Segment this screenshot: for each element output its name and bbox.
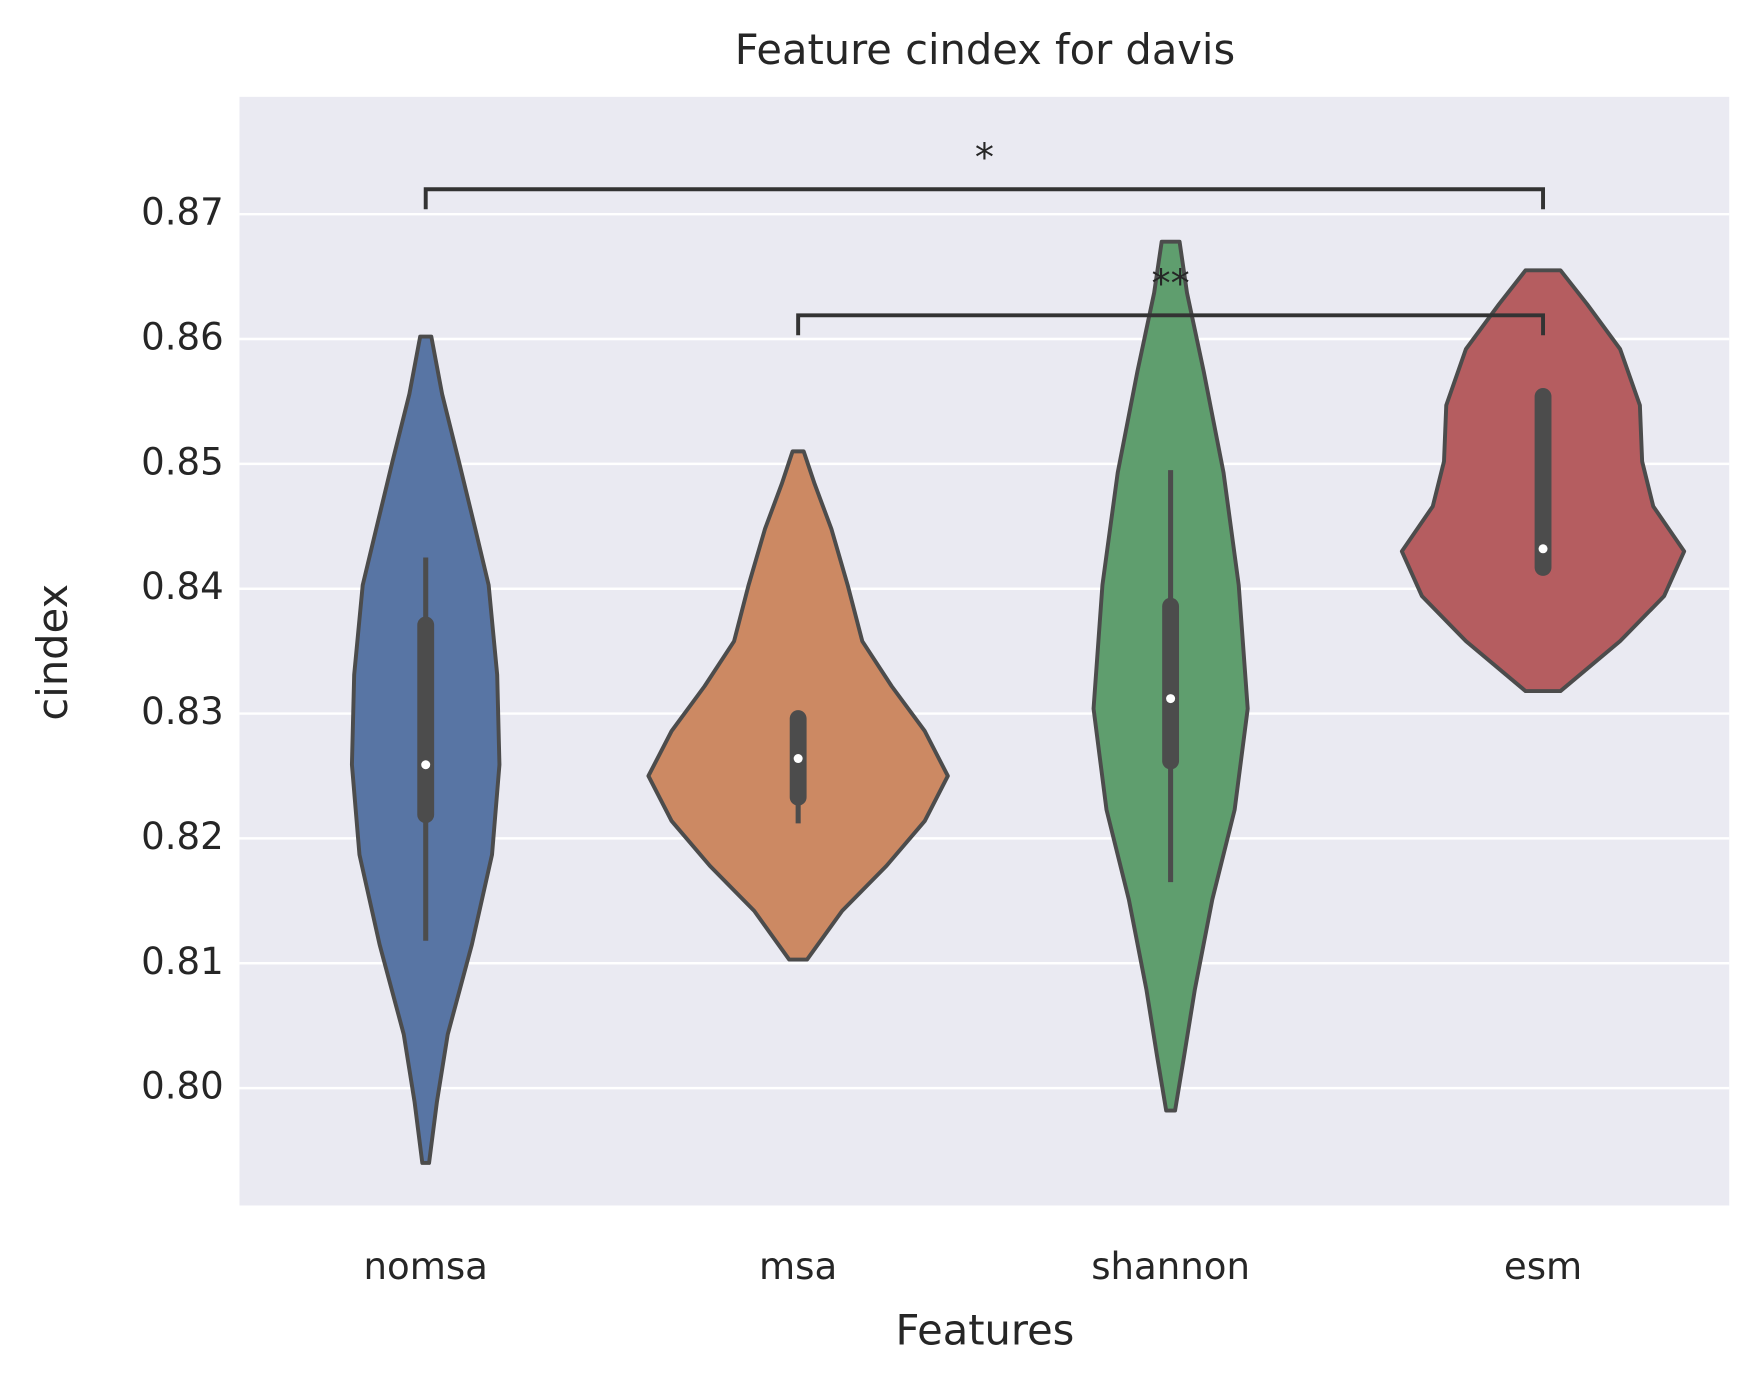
y-tick-label: 0.86 (141, 316, 224, 359)
y-axis-label: cindex (28, 584, 77, 721)
x-tick-label: nomsa (364, 1245, 488, 1288)
median (793, 754, 803, 764)
x-tick-label: msa (759, 1245, 837, 1288)
significance-label: ** (1151, 263, 1189, 307)
chart-title: Feature cindex for davis (735, 25, 1235, 74)
y-tick-label: 0.80 (141, 1065, 224, 1108)
y-tick-label: 0.82 (141, 815, 224, 858)
x-tick-label: esm (1504, 1245, 1582, 1288)
y-tick-label: 0.83 (141, 690, 224, 733)
median (421, 760, 431, 770)
median (1166, 694, 1176, 704)
violin-body (646, 449, 950, 962)
significance-bracket (796, 313, 1546, 336)
significance-bracket (423, 187, 1546, 210)
significance-label: * (975, 136, 994, 180)
y-tick-label: 0.81 (141, 940, 224, 983)
x-tick-label: shannon (1091, 1245, 1250, 1288)
median (1538, 544, 1548, 554)
y-tick-label: 0.87 (141, 191, 224, 234)
y-tick-label: 0.84 (141, 565, 224, 608)
x-axis-label: Features (896, 1306, 1075, 1355)
y-tick-label: 0.85 (141, 440, 224, 483)
